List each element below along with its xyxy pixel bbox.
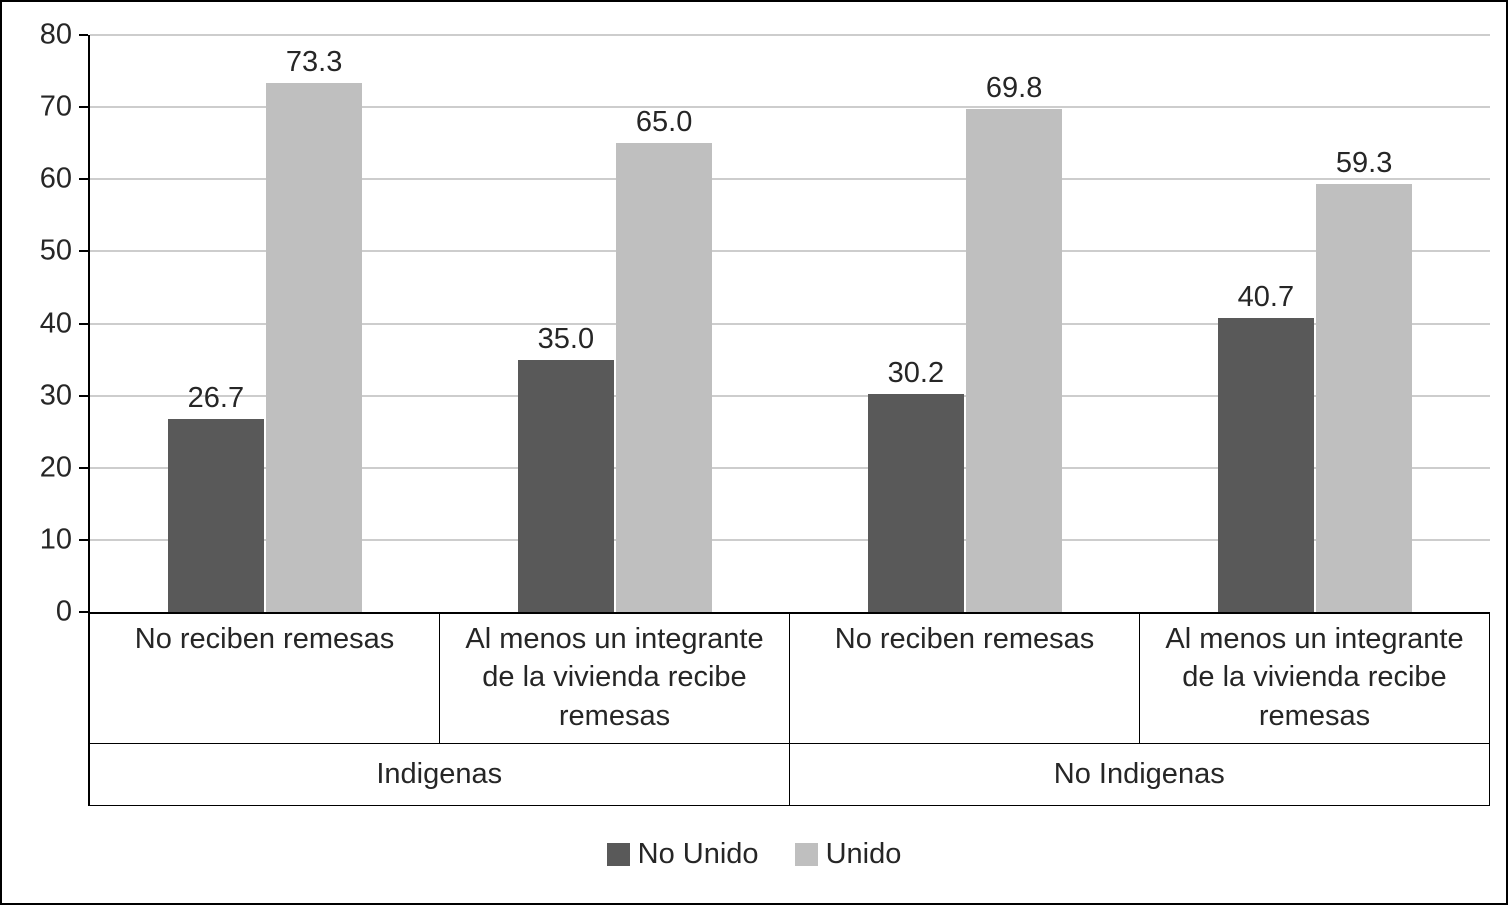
plot-cells: 26.7 73.3 35.0 65.0 30.2 69.8 40.7 59.3 <box>90 35 1490 612</box>
bar-value-label: 69.8 <box>985 71 1043 104</box>
y-tick-label: 70 <box>39 90 72 123</box>
legend-item-unido: Unido <box>794 837 902 871</box>
y-tick-mark <box>79 611 88 613</box>
y-tick-label: 50 <box>39 234 72 267</box>
y-tick-mark <box>79 538 88 541</box>
category-bars: 40.7 59.3 <box>1140 35 1490 612</box>
category-label: No reciben remesas <box>90 614 440 743</box>
y-tick-mark <box>79 394 88 397</box>
y-axis: 0 10 20 30 40 50 60 70 80 <box>2 20 88 626</box>
plot-area: 26.7 73.3 35.0 65.0 30.2 69.8 40.7 59.3 <box>90 34 1490 612</box>
plot-column: 26.7 73.3 35.0 65.0 30.2 69.8 40.7 59.3 No reci… <box>88 34 1490 806</box>
y-tick-mark <box>79 250 88 253</box>
gridline <box>90 178 1490 181</box>
category-bars: 30.2 69.8 <box>790 35 1140 612</box>
bar-value-label: 59.3 <box>1335 147 1393 180</box>
bar-value-label: 73.3 <box>285 46 343 79</box>
group-label: Indigenas <box>90 744 790 805</box>
y-tick-label: 60 <box>39 162 72 195</box>
gridline <box>90 34 1490 36</box>
bar-no-unido <box>517 359 614 612</box>
bar-value-label: 30.2 <box>887 357 945 390</box>
gridline <box>90 322 1490 325</box>
legend-label: Unido <box>825 837 902 870</box>
group-label: No Indigenas <box>1053 758 1225 790</box>
bar-column: 59.3 <box>1316 35 1413 612</box>
bar-column: 73.3 <box>266 35 363 612</box>
bar-value-label: 40.7 <box>1237 281 1295 314</box>
y-tick-mark <box>79 34 88 36</box>
category-label: Al menos un integrante de la vivienda re… <box>440 614 790 743</box>
y-tick-label: 0 <box>55 595 72 628</box>
legend-label: No Unido <box>637 837 759 870</box>
chart-body: 0 10 20 30 40 50 60 70 80 26.7 73.3 35.0 65.0 30.2 69… <box>2 20 1506 806</box>
legend-swatch-no-unido <box>606 842 630 866</box>
y-tick-mark <box>79 106 88 109</box>
bar-unido <box>1316 184 1413 612</box>
bar-value-label: 65.0 <box>635 106 693 139</box>
gridline <box>90 538 1490 541</box>
category-bars: 26.7 73.3 <box>90 35 440 612</box>
y-tick-label: 80 <box>39 18 72 51</box>
bar-column: 30.2 <box>867 35 964 612</box>
gridline <box>90 250 1490 253</box>
bar-column: 26.7 <box>167 35 264 612</box>
bar-value-label: 35.0 <box>537 322 595 355</box>
y-tick-label: 30 <box>39 379 72 412</box>
legend: No Unido Unido <box>2 806 1506 902</box>
bar-column: 69.8 <box>966 35 1063 612</box>
y-tick-label: 40 <box>39 307 72 339</box>
bar-value-label: 26.7 <box>187 382 245 415</box>
bar-column: 65.0 <box>616 35 713 612</box>
y-tick-label: 10 <box>39 523 72 556</box>
category-bars: 35.0 65.0 <box>440 35 790 612</box>
y-tick-mark <box>79 466 88 469</box>
y-tick-mark <box>79 322 88 325</box>
legend-swatch-unido <box>794 842 818 866</box>
bar-unido <box>616 143 713 612</box>
bar-unido <box>966 108 1063 612</box>
bar-no-unido <box>867 394 964 612</box>
bar-column: 40.7 <box>1217 35 1314 612</box>
category-axis: No reciben remesas Al menos un integrante… <box>90 612 1490 744</box>
group-axis: Indigenas No Indigenas <box>90 744 1490 806</box>
category-label: Al menos un integrante de la vivienda re… <box>1165 623 1464 732</box>
gridline <box>90 106 1490 109</box>
legend-item-no-unido: No Unido <box>606 837 759 871</box>
bar-no-unido <box>167 419 264 612</box>
bar-no-unido <box>1217 318 1314 612</box>
y-tick-mark <box>79 178 88 181</box>
gridline <box>90 466 1490 469</box>
category-label: No reciben remesas <box>790 614 1140 743</box>
gridline <box>90 394 1490 397</box>
y-tick-label: 20 <box>39 451 72 484</box>
bar-unido <box>266 83 363 612</box>
bar-column: 35.0 <box>517 35 614 612</box>
